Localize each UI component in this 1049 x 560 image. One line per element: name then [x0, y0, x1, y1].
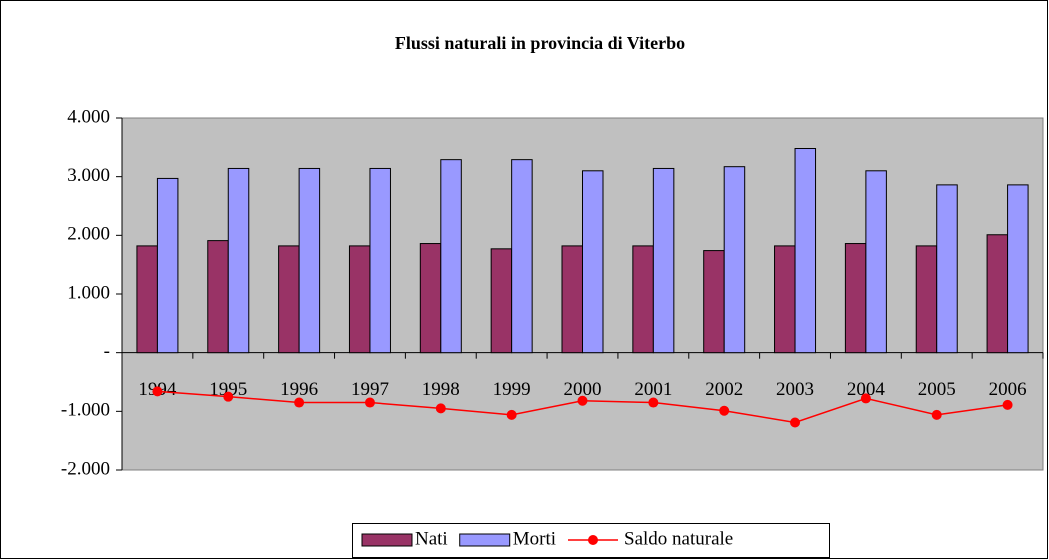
x-tick-label: 2002	[705, 379, 743, 400]
bar	[369, 167, 391, 354]
y-tick-label: -2.000	[61, 458, 110, 479]
line-point	[364, 397, 375, 408]
line-point	[719, 405, 730, 416]
bar	[652, 167, 675, 354]
y-tick-label: 1.000	[67, 282, 110, 303]
legend-label: Saldo naturale	[624, 528, 733, 549]
legend-swatch	[361, 533, 413, 547]
legend-label: Morti	[513, 528, 556, 549]
bar	[207, 240, 229, 354]
bar	[227, 167, 250, 354]
bar	[582, 170, 604, 354]
legend-swatch	[588, 535, 598, 545]
x-tick-label: 2005	[918, 379, 956, 400]
bar	[490, 248, 513, 354]
bar	[723, 166, 746, 354]
x-tick-label: 1997	[351, 379, 389, 400]
x-tick-label: 2006	[989, 379, 1027, 400]
bar	[844, 243, 867, 354]
y-tick-label: 2.000	[67, 224, 110, 245]
y-tick-label: 3.000	[67, 165, 110, 186]
x-tick-label: 2004	[847, 379, 886, 400]
line-point	[223, 391, 234, 402]
bar	[794, 148, 817, 354]
bar	[986, 234, 1009, 354]
bar	[348, 245, 371, 354]
line-point	[860, 393, 871, 404]
x-tick-label: 2000	[564, 379, 602, 400]
bar	[419, 243, 442, 354]
bar	[632, 245, 654, 354]
bar	[1007, 184, 1029, 354]
bar	[703, 250, 725, 354]
x-tick-label: 1995	[209, 379, 247, 400]
chart-title: Flussi naturali in provincia di Viterbo	[395, 33, 685, 53]
line-point	[648, 397, 659, 408]
y-tick-label: -1.000	[61, 400, 110, 421]
y-tick-label: 4.000	[67, 106, 110, 127]
line-point	[790, 417, 801, 428]
bar	[511, 159, 533, 354]
bar	[774, 245, 796, 354]
x-tick-label: 1996	[280, 379, 318, 400]
bar	[278, 245, 300, 354]
x-tick-label: 2003	[776, 379, 814, 400]
bar	[936, 184, 958, 354]
bar	[440, 159, 462, 354]
bar	[561, 245, 583, 354]
legend-swatch	[459, 533, 511, 547]
bar	[298, 167, 321, 354]
line-point	[435, 403, 446, 414]
bar	[136, 245, 158, 354]
line-point	[294, 397, 305, 408]
bar	[865, 170, 887, 354]
line-point	[152, 386, 163, 397]
x-tick-label: 2001	[634, 379, 672, 400]
line-point	[931, 409, 942, 420]
legend-label: Nati	[415, 528, 448, 549]
x-tick-label: 1998	[422, 379, 460, 400]
x-tick-label: 1999	[493, 379, 531, 400]
y-tick-label: -	[104, 341, 110, 362]
bar	[156, 177, 179, 354]
bar	[915, 245, 938, 354]
line-point	[506, 409, 517, 420]
line-point	[577, 395, 588, 406]
line-point	[1002, 399, 1013, 410]
